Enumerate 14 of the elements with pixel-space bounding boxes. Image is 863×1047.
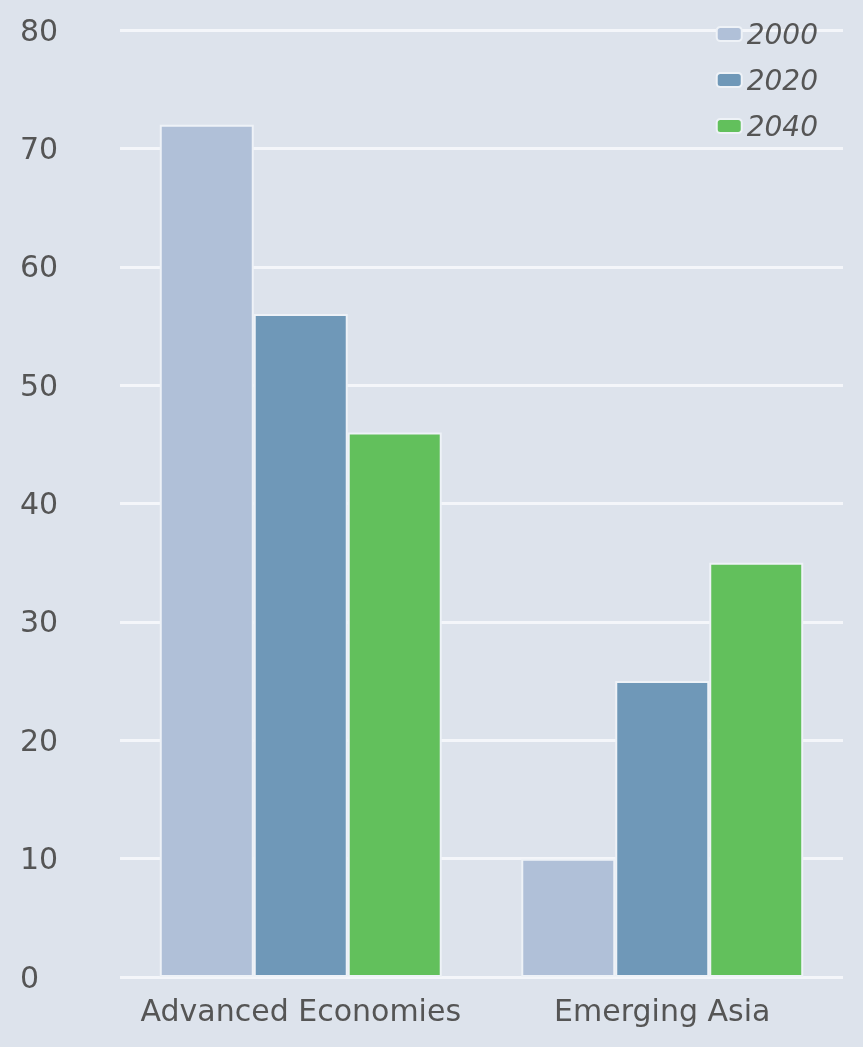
- x-tick-label: Advanced Economies: [140, 992, 462, 1028]
- legend-label: 2020: [746, 63, 819, 97]
- x-tick-label: Emerging Asia: [554, 992, 771, 1028]
- y-tick-label: 60: [20, 249, 59, 285]
- y-tick-label: 10: [20, 841, 59, 877]
- y-tick-label: 80: [20, 12, 59, 48]
- y-tick-label: 20: [20, 722, 59, 758]
- y-tick-label: 30: [20, 604, 59, 640]
- y-tick-label: 50: [20, 367, 59, 403]
- legend-label: 2000: [746, 17, 819, 51]
- y-tick-label: 0: [20, 959, 40, 995]
- legend-label: 2040: [746, 109, 819, 143]
- y-tick-label: 70: [20, 130, 59, 166]
- y-tick-label: 40: [20, 486, 59, 521]
